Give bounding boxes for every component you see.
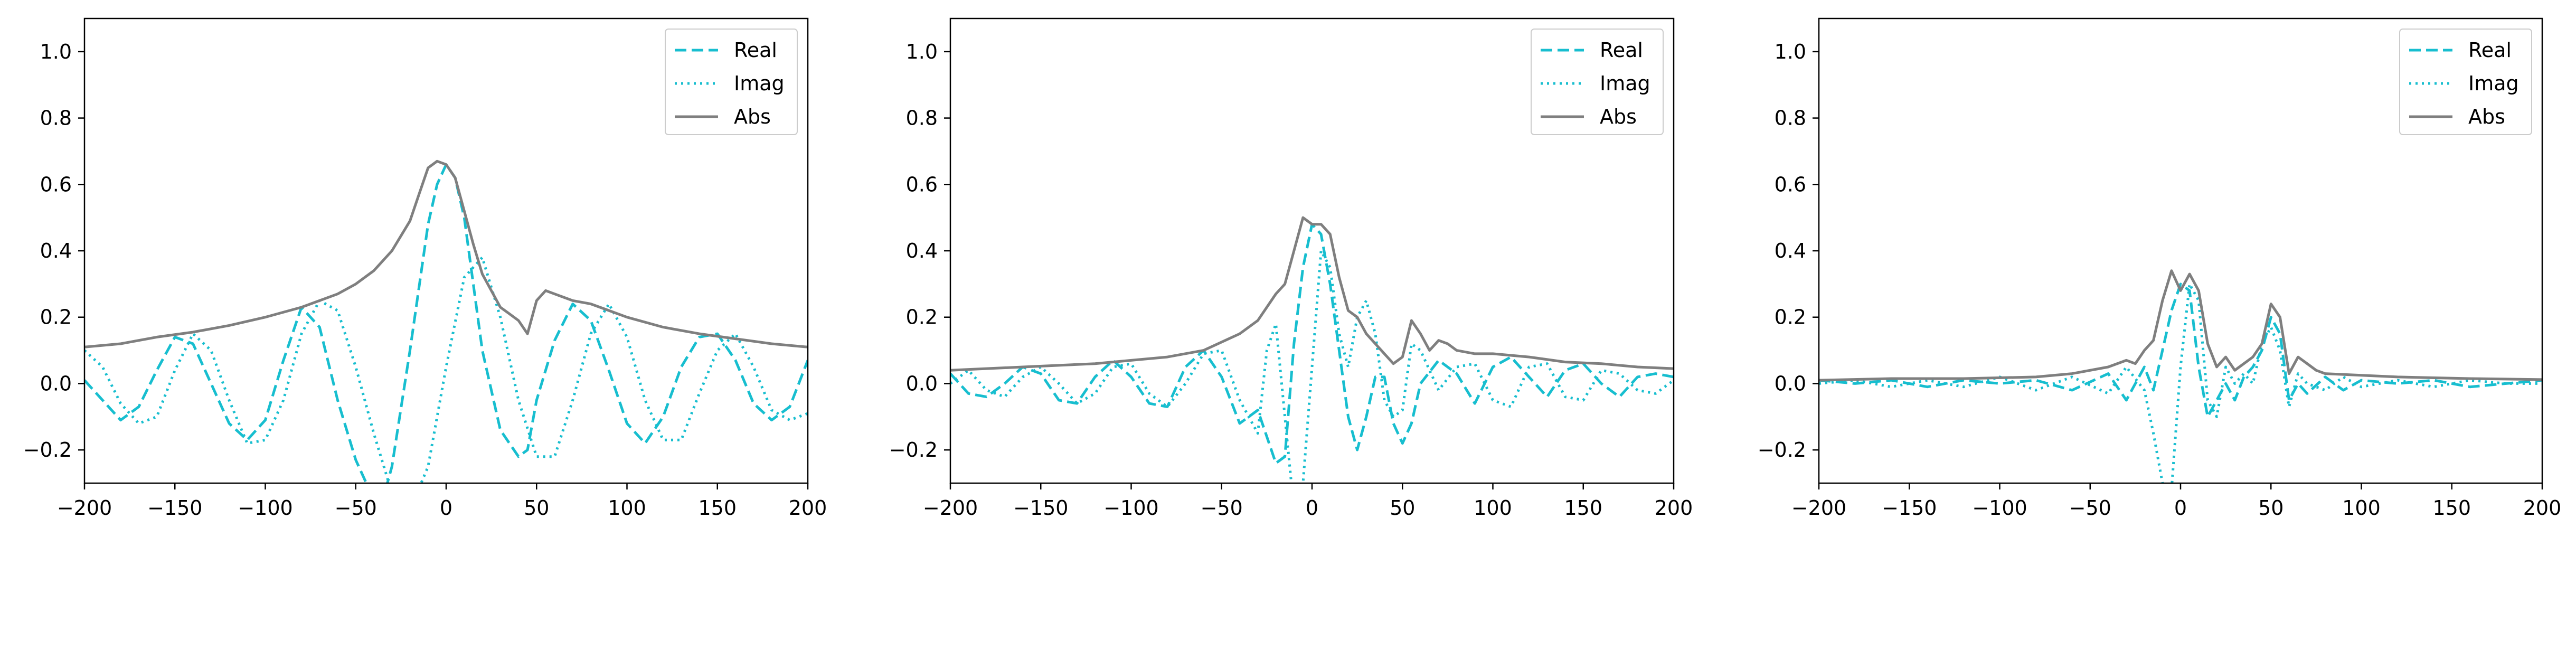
x-tick-label: 50 (524, 496, 549, 520)
legend: Real Imag Abs (1531, 29, 1664, 135)
y-tick-label: 0.0 (906, 372, 938, 395)
x-tick-label: −100 (1972, 496, 2027, 520)
legend-label-imag: Imag (1600, 72, 1650, 95)
x-tick-label: 0 (1306, 496, 1318, 520)
chart-panel-3: −200 −150 −100 −50 0 50 100 150 200 −0.2 0.0 0.2 0.4… (1758, 17, 2562, 520)
legend: Real Imag Abs (665, 29, 798, 135)
y-tick-label: 0.8 (40, 107, 72, 130)
x-tick-label: −50 (2069, 496, 2111, 520)
y-tick-label: 1.0 (906, 40, 938, 63)
x-tick-label: 200 (2523, 496, 2562, 520)
x-tick-label: −100 (1103, 496, 1158, 520)
y-tick-label: 0.4 (40, 239, 72, 262)
series-line-imag (84, 256, 808, 483)
chart-panel-2: −200 −150 −100 −50 0 50 100 150 200 −0.2 0.0 0.2 0.4… (889, 17, 1693, 520)
x-tick-label: 0 (2174, 496, 2187, 520)
series-line-real (1819, 282, 2542, 418)
y-tick-label: −0.2 (889, 438, 938, 461)
y-tick-label: 0.6 (40, 173, 72, 196)
series-line-imag (950, 249, 1674, 483)
x-tick-label: −50 (1201, 496, 1243, 520)
y-tick-label: 0.0 (40, 372, 72, 395)
x-tick-label: −200 (57, 496, 112, 520)
legend-box (1531, 29, 1664, 135)
x-tick-label: −150 (1013, 496, 1068, 520)
x-tick-label: −150 (147, 496, 202, 520)
legend-label-real: Real (2468, 39, 2512, 62)
y-tick-label: 1.0 (40, 40, 72, 63)
y-tick-label: 0.6 (906, 173, 938, 196)
x-tick-label: −50 (335, 496, 377, 520)
y-tick-label: −0.2 (1758, 438, 1806, 461)
series-line-real (950, 223, 1674, 465)
legend-box (665, 29, 798, 135)
x-tick-label: 50 (1390, 496, 1415, 520)
y-tick-label: 1.0 (1775, 40, 1806, 63)
series-line-abs (950, 216, 1674, 372)
series-line-imag (1819, 282, 2542, 483)
series-group (1819, 269, 2542, 483)
series-line-abs (84, 159, 808, 348)
y-tick-label: −0.2 (23, 438, 72, 461)
chart-panel-1: −200 −150 −100 −50 0 50 100 150 200 −0.2 0.0 0.2 0.4… (23, 17, 827, 520)
legend-box (2399, 29, 2532, 135)
series-line-abs (1819, 269, 2542, 382)
y-tick-label: 0.8 (906, 107, 938, 130)
legend-label-imag: Imag (734, 72, 785, 95)
legend-label-abs: Abs (2468, 105, 2505, 128)
y-tick-label: 0.2 (1775, 306, 1806, 329)
x-tick-label: 100 (2342, 496, 2381, 520)
x-tick-label: −100 (238, 496, 292, 520)
series-group (950, 216, 1674, 483)
x-tick-label: −200 (1791, 496, 1846, 520)
legend-label-abs: Abs (1600, 105, 1637, 128)
series-group (84, 159, 808, 483)
x-tick-label: 200 (789, 496, 827, 520)
y-tick-label: 0.4 (1775, 239, 1806, 262)
y-tick-label: 0.2 (40, 306, 72, 329)
legend: Real Imag Abs (2399, 29, 2532, 135)
x-tick-label: 200 (1655, 496, 1693, 520)
legend-label-imag: Imag (2468, 72, 2519, 95)
y-tick-label: 0.8 (1775, 107, 1806, 130)
y-tick-label: 0.6 (1775, 173, 1806, 196)
x-tick-label: 50 (2258, 496, 2284, 520)
x-tick-label: 150 (1564, 496, 1602, 520)
legend-label-real: Real (1600, 39, 1643, 62)
y-tick-label: 0.4 (906, 239, 938, 262)
x-tick-label: 150 (698, 496, 737, 520)
legend-label-abs: Abs (734, 105, 771, 128)
y-tick-label: 0.2 (906, 306, 938, 329)
y-tick-label: 0.0 (1775, 372, 1806, 395)
x-tick-label: −150 (1882, 496, 1937, 520)
x-tick-label: 150 (2432, 496, 2471, 520)
legend-label-real: Real (734, 39, 777, 62)
x-tick-label: 100 (608, 496, 646, 520)
x-tick-label: 0 (440, 496, 452, 520)
x-tick-label: −200 (923, 496, 978, 520)
x-tick-label: 100 (1474, 496, 1512, 520)
